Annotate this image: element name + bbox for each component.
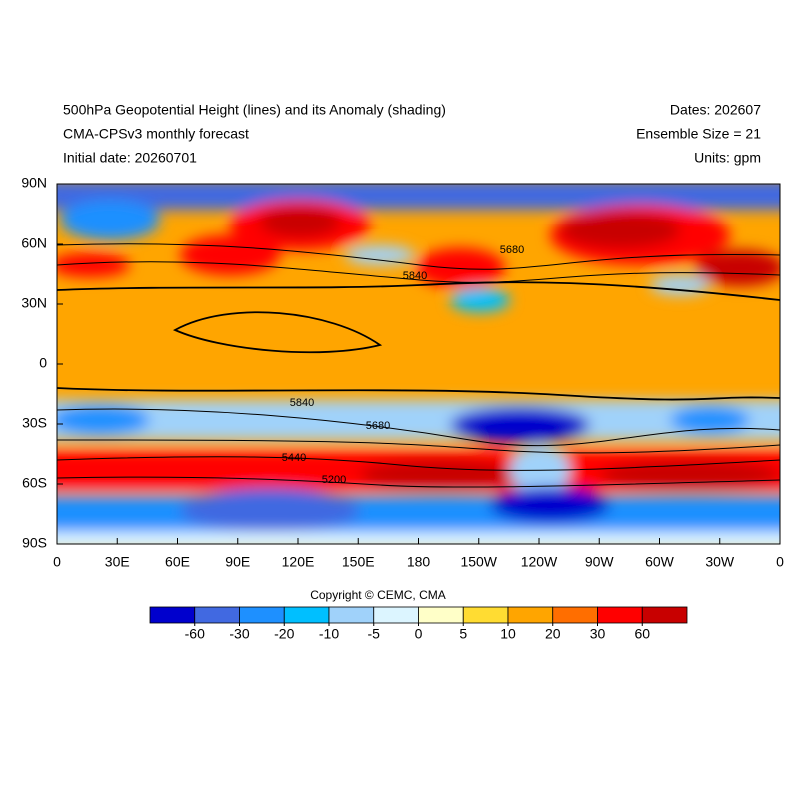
colorbar-box <box>462 606 509 624</box>
colorbar-box <box>507 606 554 624</box>
colorbar-label: 0 <box>415 626 423 642</box>
height-contours <box>57 243 780 488</box>
colorbar-box <box>328 606 375 624</box>
contour-label: 5440 <box>282 452 306 464</box>
initial-date: Initial date: 20260701 <box>63 150 197 166</box>
contour-label: 5680 <box>500 244 524 256</box>
lat-label: 0 <box>39 355 47 371</box>
lat-label: 30S <box>22 415 47 431</box>
lon-label: 120W <box>521 554 558 570</box>
colorbar-label: 30 <box>590 626 606 642</box>
colorbar-label: -30 <box>229 626 249 642</box>
lon-label: 60E <box>165 554 190 570</box>
lon-label: 0 <box>53 554 61 570</box>
subtitle: CMA-CPSv3 monthly forecast <box>63 126 249 142</box>
colorbar-box <box>418 606 464 624</box>
colorbar-box <box>283 606 330 624</box>
colorbar-box <box>641 606 688 624</box>
lat-label: 60S <box>22 475 47 491</box>
colorbar-label: 20 <box>545 626 561 642</box>
colorbar-label: -10 <box>319 626 339 642</box>
lon-label: 90W <box>585 554 615 570</box>
colorbar-box <box>373 606 419 624</box>
colorbar-label: -5 <box>368 626 381 642</box>
colorbar-box <box>239 606 285 624</box>
colorbar-label: -60 <box>185 626 205 642</box>
lat-label: 90S <box>22 535 47 551</box>
contour-label: 5840 <box>403 270 427 282</box>
colorbar-label: -20 <box>274 626 294 642</box>
dates: Dates: 202607 <box>670 102 761 118</box>
lon-label: 120E <box>282 554 315 570</box>
lat-label: 30N <box>21 295 47 311</box>
lat-label: 90N <box>21 175 47 191</box>
colorbar-label: 10 <box>500 626 516 642</box>
lon-label: 90E <box>225 554 250 570</box>
lon-label: 30W <box>705 554 735 570</box>
lon-label: 150W <box>460 554 497 570</box>
lat-label: 60N <box>21 235 47 251</box>
colorbar-box <box>194 606 240 624</box>
colorbar-box <box>149 606 196 624</box>
ensemble-size: Ensemble Size = 21 <box>636 126 761 142</box>
lon-label: 180 <box>407 554 431 570</box>
copyright: Copyright © CEMC, CMA <box>310 588 446 602</box>
lon-label: 30E <box>105 554 130 570</box>
lon-label: 150E <box>342 554 375 570</box>
lon-label: 0 <box>776 554 784 570</box>
contour-label: 5680 <box>366 420 390 432</box>
lon-label: 60W <box>645 554 675 570</box>
title: 500hPa Geopotential Height (lines) and i… <box>63 102 446 118</box>
units: Units: gpm <box>694 150 761 166</box>
anomaly-shading <box>57 184 780 544</box>
colorbar-box <box>552 606 598 624</box>
contour-label: 5200 <box>322 474 346 486</box>
colorbar-label: 5 <box>459 626 467 642</box>
contour-label: 5840 <box>290 397 314 409</box>
colorbar-label: 60 <box>634 626 650 642</box>
colorbar-box <box>597 606 643 624</box>
